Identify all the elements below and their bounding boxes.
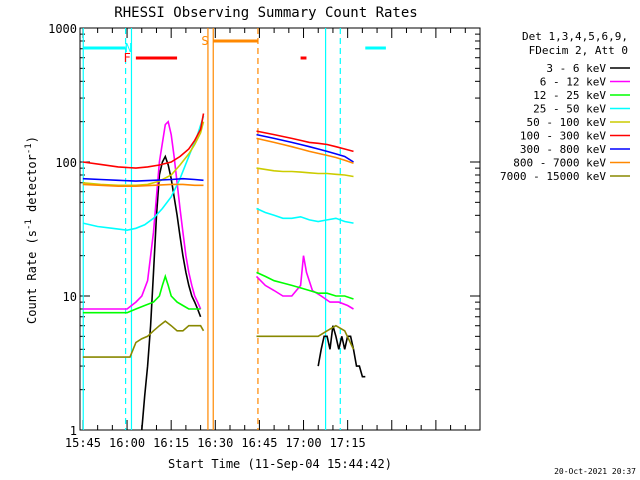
series-line — [82, 183, 204, 187]
y-tick-label: 1000 — [48, 22, 77, 36]
series-line — [256, 271, 354, 300]
legend-entry-label: 7000 - 15000 keV — [500, 170, 606, 183]
y-axis-label: Count Rate (s-1 detector-1) — [24, 136, 39, 324]
series-line — [82, 120, 202, 310]
legend-header-detectors: Det 1,3,4,5,6,9, — [522, 30, 628, 43]
legend-header-decimation: FDecim 2, Att 0 — [529, 44, 628, 57]
legend: Det 1,3,4,5,6,9, FDecim 2, Att 0 3 - 6 k… — [500, 30, 630, 183]
plot-frame — [79, 27, 481, 431]
legend-entry-label: 300 - 800 keV — [520, 143, 606, 156]
x-tick-label: 16:00 — [109, 436, 145, 450]
legend-entry-label: 6 - 12 keV — [540, 76, 607, 89]
series-line — [256, 133, 354, 163]
legend-entry-label: 25 - 50 keV — [533, 103, 606, 116]
legend-entry-label: 100 - 300 keV — [520, 130, 606, 143]
x-tick-label: 16:45 — [241, 436, 277, 450]
series-line — [256, 207, 354, 224]
x-tick-label: 15:45 — [65, 436, 101, 450]
series-line — [82, 177, 204, 182]
series-line — [255, 255, 354, 310]
series-line — [256, 324, 355, 350]
y-tick-label: 1 — [70, 424, 77, 438]
legend-entry-label: 800 - 7000 keV — [513, 157, 606, 170]
series-line — [82, 320, 205, 358]
chart-title: RHESSI Observing Summary Count Rates — [114, 5, 417, 21]
legend-entry-label: 50 - 100 keV — [527, 116, 607, 129]
x-tick-label: 16:15 — [153, 436, 189, 450]
series-line — [82, 273, 201, 314]
series-line — [82, 113, 205, 169]
timestamp: 20-Oct-2021 20:37 — [554, 467, 636, 476]
x-tick-label: 17:15 — [330, 436, 366, 450]
legend-entry-label: 3 - 6 keV — [546, 62, 606, 75]
flag-label-S: S — [201, 34, 208, 48]
x-axis-label: Start Time (11-Sep-04 15:44:42) — [168, 457, 392, 471]
series-line — [317, 325, 366, 378]
y-tick-label: 10 — [63, 290, 77, 304]
flag-label-N: N — [125, 41, 132, 55]
y-tick-label: 100 — [55, 156, 77, 170]
x-tick-label: 16:30 — [197, 436, 233, 450]
series-line — [256, 130, 354, 153]
x-tick-label: 17:00 — [285, 436, 321, 450]
plot-layer: 1 10 100 1000 15:45 16:00 16:15 16:30 16:45 17:00… — [48, 22, 481, 450]
series-line — [82, 115, 205, 232]
series-line — [256, 137, 354, 164]
legend-entry-label: 12 - 25 keV — [533, 89, 606, 102]
flag-label-F: F — [123, 51, 130, 65]
series-line — [256, 167, 354, 178]
series-line — [82, 121, 205, 187]
